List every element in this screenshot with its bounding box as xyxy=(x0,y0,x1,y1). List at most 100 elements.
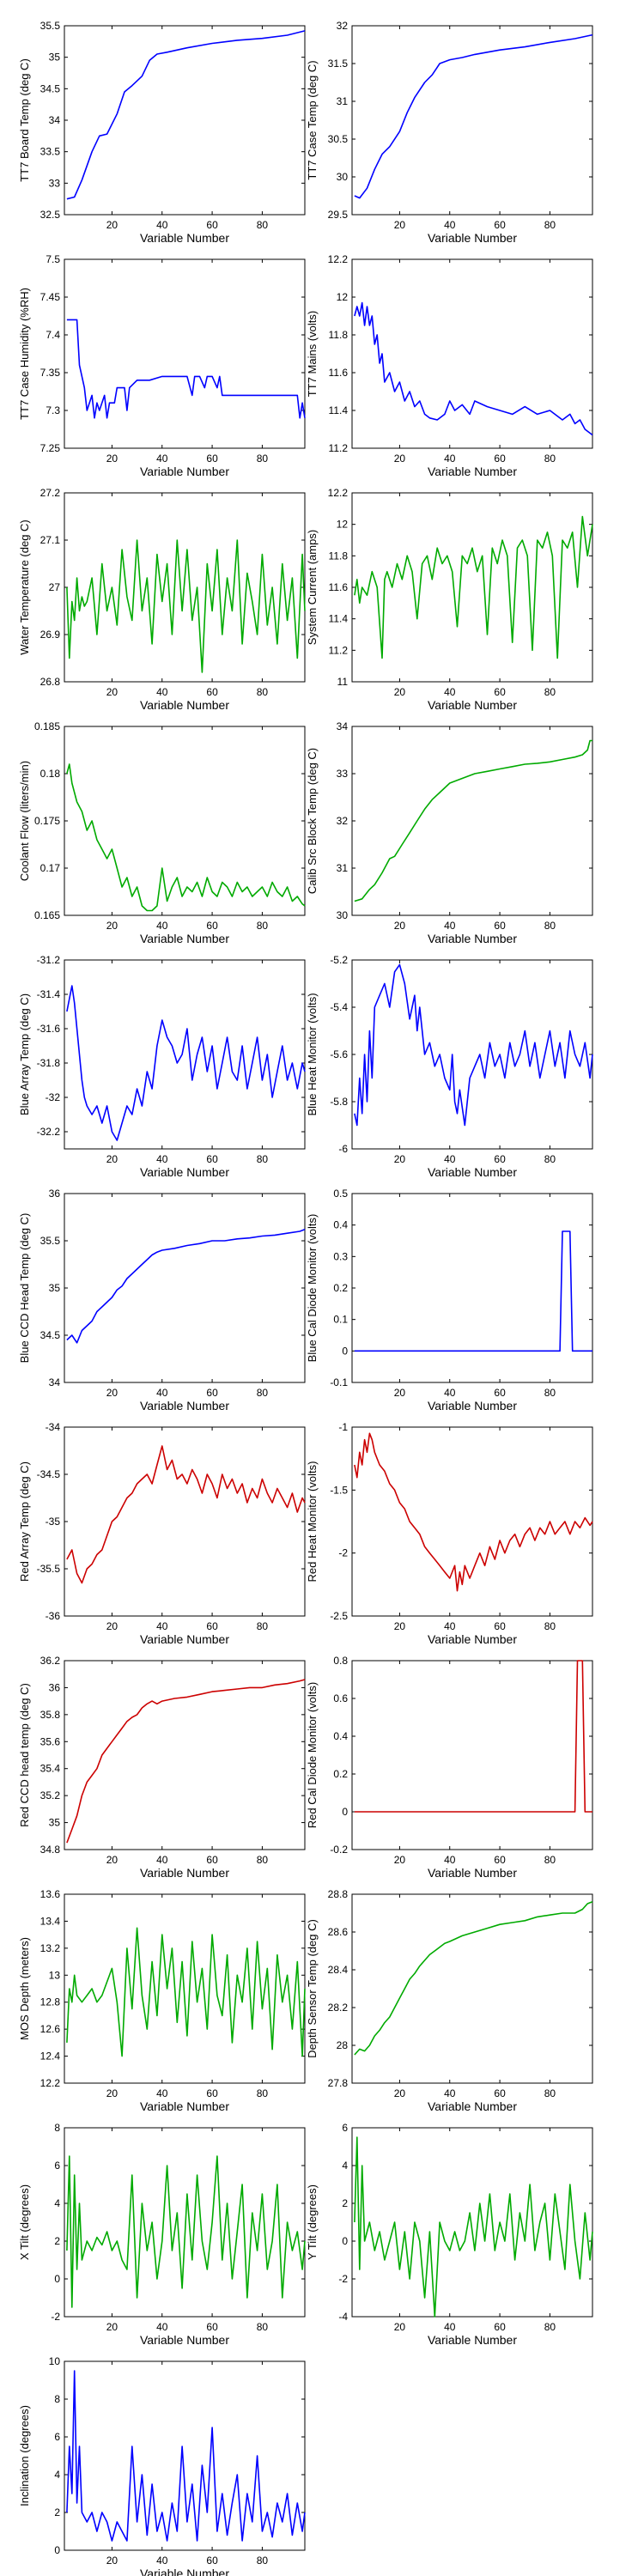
y-tick-label: 0 xyxy=(54,2544,60,2556)
y-tick-label: 35 xyxy=(49,52,61,64)
y-tick-label: 27 xyxy=(49,581,61,593)
x-tick-label: 20 xyxy=(106,920,118,932)
y-tick-label: 36.2 xyxy=(40,1655,61,1667)
y-tick-label: 11 xyxy=(337,676,349,688)
x-tick-label: 40 xyxy=(156,219,168,231)
x-tick-label: 40 xyxy=(156,1620,168,1632)
y-tick-label: -2 xyxy=(338,2273,348,2285)
x-axis-label: Variable Number xyxy=(140,2099,229,2113)
x-tick-label: 60 xyxy=(206,1854,218,1866)
y-tick-label: -35.5 xyxy=(37,1563,61,1575)
y-tick-label: -2 xyxy=(338,1547,348,1559)
y-tick-label: 12 xyxy=(337,291,349,303)
y-tick-label: 11.4 xyxy=(329,404,349,416)
x-tick-label: 60 xyxy=(206,2555,218,2567)
data-line xyxy=(66,1445,306,1584)
plot-frame xyxy=(351,1660,593,1850)
plot-frame xyxy=(351,1893,593,2084)
y-tick-label: 7.5 xyxy=(46,253,60,265)
chart-panel-4: 11.2 11.4 11.6 11.8 12 12.2 20 40 60 80 Variable N… xyxy=(306,253,593,478)
chart-panel-12: -0.1 0 0.1 0.2 0.3 0.4 0.5 20 40 60 80 Variable Num… xyxy=(306,1188,593,1413)
y-tick-label: 7.25 xyxy=(40,442,61,454)
y-tick-label: 0.4 xyxy=(333,1219,348,1231)
y-axis-label: TT7 Mains (volts) xyxy=(306,311,319,397)
x-tick-label: 80 xyxy=(544,1620,556,1632)
y-tick-label: 35.6 xyxy=(40,1735,61,1747)
y-tick-label: 32.5 xyxy=(40,209,61,221)
y-tick-label: 6 xyxy=(54,2431,60,2443)
chart-panel-6: 11 11.2 11.4 11.6 11.8 12 12.2 20 40 60 80 Variable… xyxy=(306,487,593,712)
x-tick-label: 80 xyxy=(544,2321,556,2333)
y-tick-label: 0 xyxy=(342,2235,348,2247)
x-tick-label: 80 xyxy=(544,1854,556,1866)
x-tick-label: 60 xyxy=(206,453,218,465)
x-tick-label: 20 xyxy=(106,1153,118,1165)
y-tick-label: 12.6 xyxy=(40,2023,61,2035)
x-tick-label: 40 xyxy=(444,920,456,932)
y-tick-label: 34 xyxy=(49,1376,61,1388)
x-tick-label: 60 xyxy=(206,920,218,932)
y-tick-label: -31.6 xyxy=(37,1023,61,1035)
y-axis-label: Calib Src Block Temp (deg C) xyxy=(306,748,319,894)
x-axis-label: Variable Number xyxy=(140,1399,229,1413)
x-tick-label: 20 xyxy=(394,1387,406,1399)
y-tick-label: 35.4 xyxy=(40,1763,61,1775)
x-tick-label: 20 xyxy=(106,1620,118,1632)
chart-panel-19: -2 0 2 4 6 8 20 40 60 80 Variable Number X Tilt (de… xyxy=(18,2122,306,2347)
y-tick-label: 27.2 xyxy=(40,487,61,499)
x-tick-label: 40 xyxy=(444,686,456,698)
y-tick-label: 11.8 xyxy=(329,550,349,562)
y-tick-label: -5.4 xyxy=(330,1001,348,1013)
data-line xyxy=(354,33,593,199)
y-tick-label: 0.2 xyxy=(333,1282,348,1294)
y-tick-label: 34.8 xyxy=(40,1844,61,1856)
chart-panel-18: 27.8 28 28.2 28.4 28.6 28.8 20 40 60 80 Variable N… xyxy=(306,1888,593,2113)
y-tick-label: 13.6 xyxy=(40,1888,61,1900)
y-tick-label: 0.175 xyxy=(34,815,60,827)
y-tick-label: 34.5 xyxy=(40,1329,61,1341)
x-tick-label: 20 xyxy=(394,920,406,932)
chart-panel-8: 30 31 32 33 34 20 40 60 80 Variable Number Calib S… xyxy=(306,720,593,945)
y-tick-label: 4 xyxy=(54,2469,60,2481)
x-tick-label: 40 xyxy=(444,219,456,231)
y-tick-label: 34 xyxy=(49,114,61,126)
x-tick-label: 80 xyxy=(544,1387,556,1399)
y-axis-label: TT7 Board Temp (deg C) xyxy=(18,58,31,182)
y-axis-label: Blue CCD Head Temp (deg C) xyxy=(18,1213,31,1364)
x-tick-label: 20 xyxy=(106,2321,118,2333)
y-axis-label: Blue Heat Monitor (volts) xyxy=(306,993,319,1115)
y-tick-label: -2.5 xyxy=(330,1610,348,1622)
y-axis-label: TT7 Case Temp (deg C) xyxy=(306,60,319,179)
x-axis-label: Variable Number xyxy=(140,2333,229,2347)
y-tick-label: -4 xyxy=(338,2311,348,2323)
plot-frame xyxy=(64,2360,306,2551)
y-tick-label: 0 xyxy=(342,1345,348,1357)
y-tick-label: 34 xyxy=(337,720,349,732)
chart-panel-11: 34 34.5 35 35.5 36 20 40 60 80 Variable Number Blu… xyxy=(18,1188,306,1413)
y-tick-label: 13.2 xyxy=(40,1942,61,1954)
x-tick-label: 20 xyxy=(106,1854,118,1866)
data-line xyxy=(66,2155,306,2308)
y-tick-label: 11.6 xyxy=(329,367,349,379)
x-tick-label: 40 xyxy=(156,686,168,698)
y-tick-label: 26.9 xyxy=(40,629,61,641)
y-tick-label: 0.6 xyxy=(333,1692,348,1704)
x-axis-label: Variable Number xyxy=(428,2099,517,2113)
data-line xyxy=(354,739,592,902)
y-tick-label: 0.2 xyxy=(333,1768,348,1780)
y-tick-label: 11.8 xyxy=(329,329,349,341)
plot-frame xyxy=(64,1660,306,1850)
x-tick-label: 40 xyxy=(444,2087,456,2099)
y-tick-label: 35.8 xyxy=(40,1709,61,1721)
y-tick-label: 8 xyxy=(54,2122,60,2134)
y-tick-label: 7.35 xyxy=(40,367,61,379)
x-tick-label: 60 xyxy=(206,686,218,698)
x-axis-label: Variable Number xyxy=(428,698,517,712)
y-tick-label: 35 xyxy=(49,1817,61,1829)
x-tick-label: 20 xyxy=(106,453,118,465)
x-axis-label: Variable Number xyxy=(140,1165,229,1179)
y-tick-label: -34 xyxy=(46,1421,61,1433)
plot-frame xyxy=(351,2127,593,2318)
x-tick-label: 40 xyxy=(444,453,456,465)
